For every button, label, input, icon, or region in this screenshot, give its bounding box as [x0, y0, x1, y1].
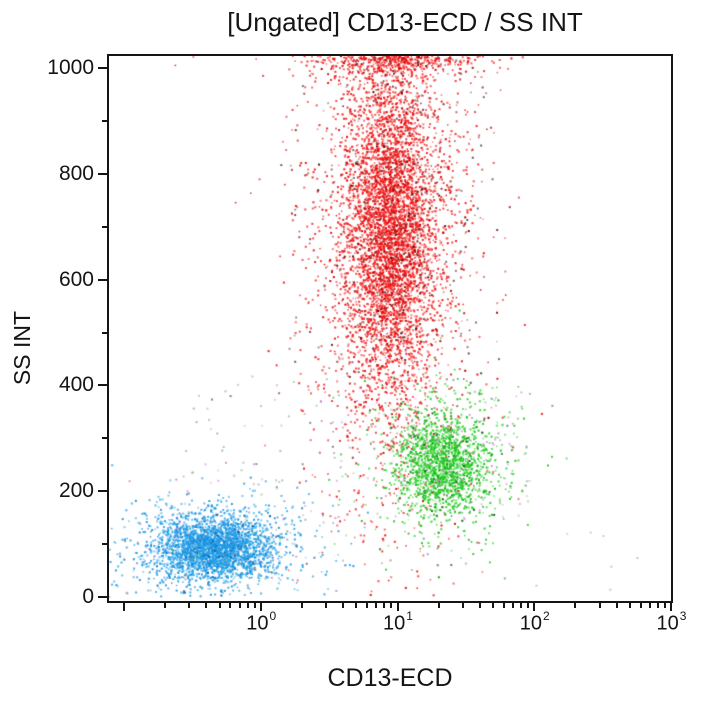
x-minor-tick — [205, 603, 208, 608]
x-minor-tick — [663, 603, 666, 608]
y-major-tick — [98, 596, 107, 598]
x-tick-label: 102 — [519, 609, 550, 635]
x-minor-tick — [229, 603, 232, 608]
x-major-tick — [533, 603, 536, 611]
x-minor-tick — [520, 603, 522, 608]
y-minor-tick — [102, 120, 107, 123]
x-tick-label: 103 — [656, 609, 687, 635]
y-minor-tick — [102, 225, 107, 228]
x-minor-tick — [375, 603, 378, 608]
y-major-tick — [98, 67, 107, 70]
x-minor-tick — [218, 603, 221, 608]
plot-area — [107, 54, 673, 603]
x-minor-tick — [527, 603, 529, 608]
x-minor-tick — [300, 603, 303, 608]
x-minor-tick — [383, 603, 386, 608]
x-tick-label: 101 — [383, 609, 413, 635]
x-minor-tick — [512, 603, 515, 608]
y-minor-tick — [102, 437, 107, 440]
x-minor-tick — [253, 603, 256, 608]
y-minor-tick — [102, 331, 107, 334]
y-tick-label: 600 — [58, 267, 94, 291]
x-minor-tick — [437, 603, 440, 608]
y-minor-tick — [102, 543, 107, 546]
y-major-tick — [98, 384, 107, 387]
x-minor-tick — [598, 603, 601, 608]
x-minor-tick — [342, 603, 345, 608]
x-major-tick — [396, 603, 399, 611]
x-minor-tick — [246, 603, 249, 608]
y-tick-label: 200 — [58, 479, 94, 503]
y-tick-label: 1000 — [47, 56, 94, 80]
x-minor-tick — [628, 603, 631, 608]
x-minor-tick — [461, 603, 464, 608]
y-tick-label: 400 — [58, 373, 94, 397]
x-minor-tick — [188, 603, 191, 608]
x-minor-tick — [502, 603, 505, 608]
x-major-tick — [259, 603, 262, 611]
y-major-tick — [98, 172, 107, 175]
x-minor-tick — [478, 603, 481, 608]
x-minor-tick — [355, 603, 358, 608]
x-minor-tick — [238, 603, 241, 608]
x-minor-tick — [639, 603, 642, 608]
y-tick-label: 0 — [82, 585, 94, 608]
x-major-tick — [670, 603, 672, 611]
plot-title: [Ungated] CD13-ECD / SS INT — [227, 7, 583, 37]
y-major-tick — [98, 278, 107, 281]
y-major-tick — [98, 490, 107, 493]
x-minor-tick — [390, 603, 393, 608]
x-minor-tick — [656, 603, 659, 608]
x-axis-label: CD13-ECD — [327, 664, 453, 692]
x-major-tick — [123, 603, 126, 611]
x-minor-tick — [325, 603, 328, 608]
x-minor-tick — [615, 603, 618, 608]
x-minor-tick — [164, 603, 167, 608]
x-minor-tick — [648, 603, 651, 608]
x-minor-tick — [492, 603, 495, 608]
x-minor-tick — [366, 603, 369, 608]
y-tick-label: 800 — [58, 161, 94, 185]
x-tick-label: 100 — [246, 609, 277, 635]
scatter-canvas — [109, 56, 671, 601]
x-minor-tick — [574, 603, 577, 608]
